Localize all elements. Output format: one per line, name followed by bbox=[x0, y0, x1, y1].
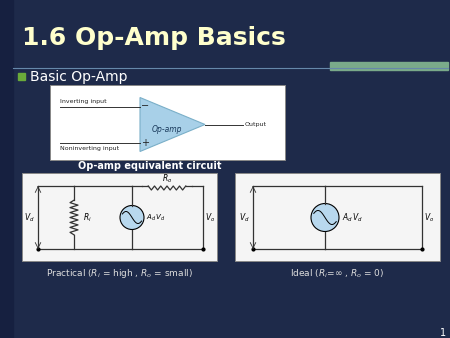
Text: +: + bbox=[141, 138, 149, 147]
Circle shape bbox=[311, 203, 339, 232]
Text: Output: Output bbox=[245, 122, 267, 127]
FancyBboxPatch shape bbox=[22, 173, 217, 261]
Text: Op-amp: Op-amp bbox=[152, 125, 183, 134]
Text: $V_d$: $V_d$ bbox=[238, 211, 249, 224]
Text: Noninverting input: Noninverting input bbox=[60, 146, 119, 151]
Text: −: − bbox=[141, 101, 149, 112]
Text: Ideal ($R_i$=$\infty$ , $R_o$ = 0): Ideal ($R_i$=$\infty$ , $R_o$ = 0) bbox=[290, 268, 385, 280]
Text: $V_o$: $V_o$ bbox=[205, 211, 215, 224]
Bar bbox=[18, 73, 25, 80]
Text: $A_d\,V_d$: $A_d\,V_d$ bbox=[342, 211, 363, 224]
FancyBboxPatch shape bbox=[235, 173, 440, 261]
Text: 1.6 Op-Amp Basics: 1.6 Op-Amp Basics bbox=[22, 26, 286, 50]
Text: Basic Op-Amp: Basic Op-Amp bbox=[30, 70, 127, 84]
Text: Op-amp equivalent circuit: Op-amp equivalent circuit bbox=[78, 161, 222, 171]
Circle shape bbox=[120, 206, 144, 230]
Text: Inverting input: Inverting input bbox=[60, 99, 107, 104]
FancyBboxPatch shape bbox=[50, 85, 285, 160]
Polygon shape bbox=[140, 97, 205, 151]
Text: $A_d\,V_d$: $A_d\,V_d$ bbox=[146, 212, 166, 223]
Text: Practical ($R_i$ = high , $R_o$ = small): Practical ($R_i$ = high , $R_o$ = small) bbox=[46, 267, 193, 281]
Text: $V_d$: $V_d$ bbox=[24, 211, 34, 224]
Bar bbox=[0, 0, 13, 338]
Text: $R_o$: $R_o$ bbox=[162, 173, 172, 185]
Bar bbox=[330, 62, 448, 70]
Text: $R_i$: $R_i$ bbox=[83, 211, 92, 224]
Text: $V_o$: $V_o$ bbox=[424, 211, 434, 224]
Text: 1: 1 bbox=[440, 328, 446, 338]
